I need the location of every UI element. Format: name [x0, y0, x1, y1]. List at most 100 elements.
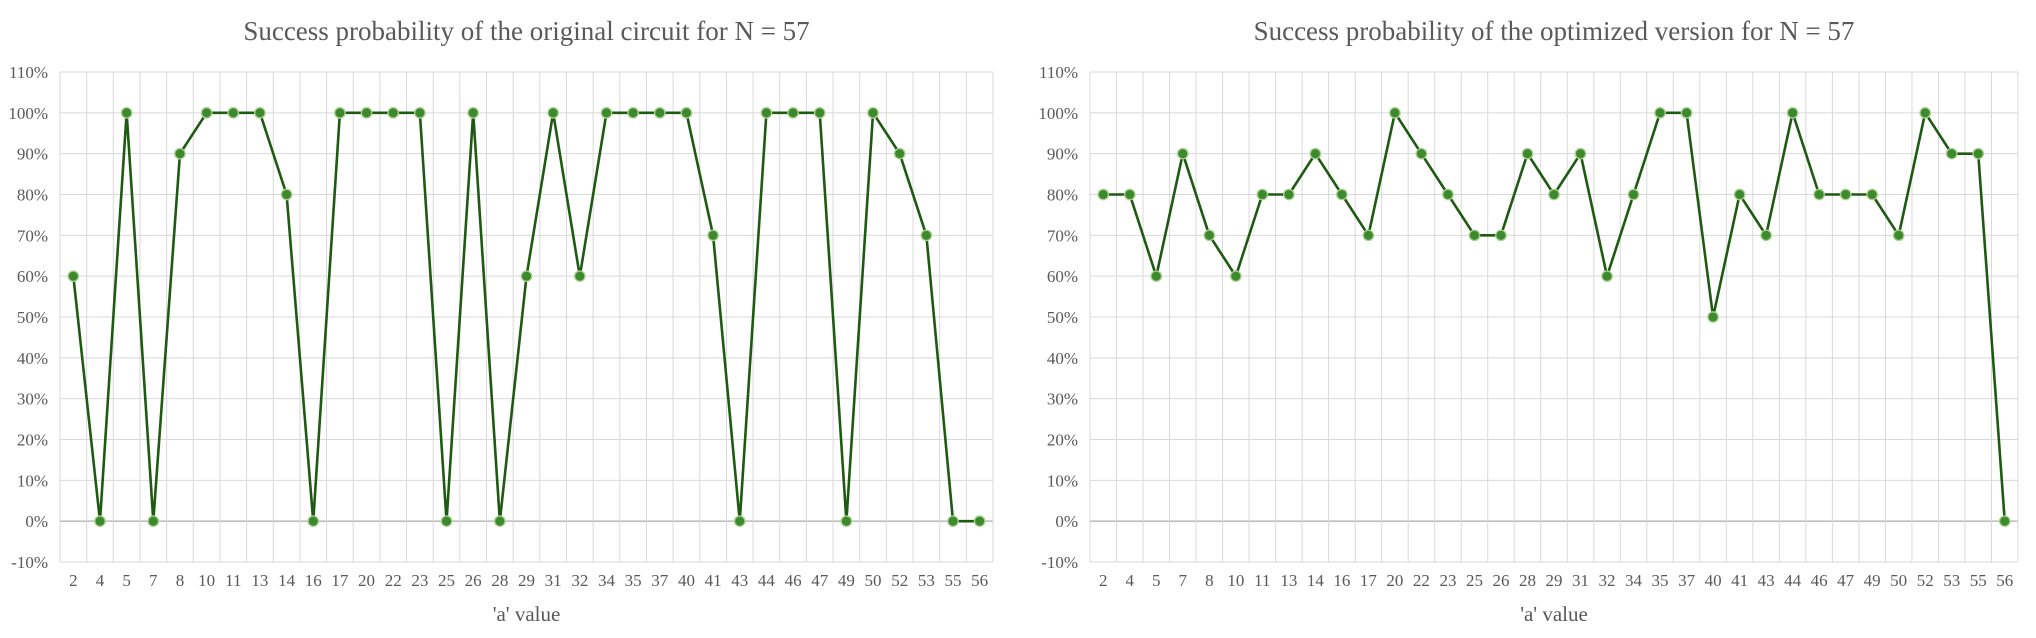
x-tick-label: 13 [251, 571, 268, 590]
x-tick-label: 35 [1652, 571, 1669, 590]
x-tick-label: 26 [1492, 571, 1509, 590]
x-tick-label: 10 [198, 571, 215, 590]
data-point [1627, 188, 1640, 201]
y-tick-label: 60% [17, 267, 48, 286]
x-tick-label: 11 [225, 571, 241, 590]
data-point [94, 515, 106, 528]
chart-title: Success probability of the optimized ver… [1254, 16, 1855, 46]
data-point [867, 106, 879, 119]
data-point [414, 106, 426, 119]
x-tick-label: 32 [571, 571, 588, 590]
data-point [1892, 229, 1905, 242]
x-tick-label: 2 [1099, 571, 1108, 590]
y-tick-label: 30% [17, 390, 48, 409]
x-tick-label: 26 [465, 571, 482, 590]
x-tick-label: 47 [1837, 571, 1855, 590]
x-tick-label: 34 [598, 571, 616, 590]
x-tick-label: 46 [1811, 571, 1828, 590]
data-point [1707, 311, 1719, 323]
x-tick-label: 52 [891, 571, 908, 590]
x-tick-label: 53 [1943, 571, 1960, 590]
y-tick-label: -10% [1041, 553, 1078, 572]
data-point [627, 106, 639, 119]
x-tick-label: 28 [1519, 571, 1536, 590]
x-tick-label: 8 [176, 571, 185, 590]
data-point [1733, 188, 1746, 201]
data-point [1919, 106, 1932, 119]
x-tick-label: 20 [358, 571, 375, 590]
y-tick-label: 70% [1047, 226, 1078, 245]
y-tick-label: 10% [17, 471, 48, 490]
y-tick-label: 80% [1047, 186, 1078, 205]
x-tick-label: 13 [1280, 571, 1297, 590]
data-point [653, 106, 666, 119]
data-point [893, 147, 906, 160]
x-tick-label: 10 [1227, 571, 1244, 590]
y-tick-label: 20% [17, 431, 48, 450]
data-point [227, 106, 240, 119]
x-tick-label: 8 [1205, 571, 1214, 590]
data-point [840, 515, 853, 528]
x-tick-label: 11 [1254, 571, 1270, 590]
y-tick-label: 0% [25, 512, 48, 531]
data-point [1362, 229, 1375, 242]
x-tick-label: 52 [1917, 571, 1934, 590]
data-point [387, 106, 400, 119]
x-tick-label: 23 [411, 571, 428, 590]
data-point [1548, 188, 1560, 201]
x-tick-label: 37 [1678, 571, 1696, 590]
y-tick-label: 70% [17, 226, 48, 245]
x-tick-label: 17 [331, 571, 349, 590]
x-tick-label: 22 [1413, 571, 1430, 590]
x-tick-label: 43 [731, 571, 748, 590]
data-point [1574, 147, 1587, 160]
y-tick-label: 100% [8, 104, 48, 123]
x-tick-label: 7 [1179, 571, 1188, 590]
y-tick-label: -10% [11, 553, 48, 572]
data-point [1998, 515, 2011, 528]
data-point [1336, 188, 1348, 201]
x-tick-label: 14 [278, 571, 296, 590]
data-point [707, 229, 719, 242]
data-point [1256, 188, 1269, 201]
x-tick-label: 7 [149, 571, 158, 590]
x-tick-label: 16 [1333, 571, 1350, 590]
x-tick-label: 49 [1864, 571, 1881, 590]
x-tick-label: 5 [1152, 571, 1161, 590]
data-point [1972, 147, 1985, 160]
data-point [120, 106, 133, 119]
x-tick-label: 55 [945, 571, 962, 590]
data-point [573, 270, 586, 283]
x-tick-label: 34 [1625, 571, 1643, 590]
y-tick-label: 90% [1047, 145, 1078, 164]
y-tick-label: 40% [17, 349, 48, 368]
y-tick-label: 50% [17, 308, 48, 327]
data-point [1150, 270, 1163, 283]
x-tick-label: 31 [1572, 571, 1589, 590]
data-point [174, 147, 186, 160]
x-tick-label: 14 [1307, 571, 1325, 590]
data-point [920, 229, 933, 242]
y-tick-label: 0% [1055, 512, 1078, 531]
y-tick-label: 30% [1047, 390, 1078, 409]
data-point [1654, 106, 1666, 119]
x-tick-label: 41 [1731, 571, 1748, 590]
x-axis-label: 'a' value [493, 602, 561, 626]
x-tick-label: 46 [785, 571, 802, 590]
x-tick-label: 44 [1784, 571, 1802, 590]
data-point [493, 515, 506, 528]
data-point [334, 106, 346, 119]
data-point [1945, 147, 1958, 160]
data-point [733, 515, 746, 528]
data-point [787, 106, 799, 119]
x-tick-label: 5 [122, 571, 131, 590]
x-tick-label: 50 [865, 571, 882, 590]
x-tick-label: 55 [1970, 571, 1987, 590]
data-point [467, 106, 480, 119]
data-point [1229, 270, 1242, 283]
data-point [600, 106, 613, 119]
data-point [973, 515, 986, 528]
x-tick-label: 25 [1466, 571, 1483, 590]
data-point [1389, 106, 1401, 119]
